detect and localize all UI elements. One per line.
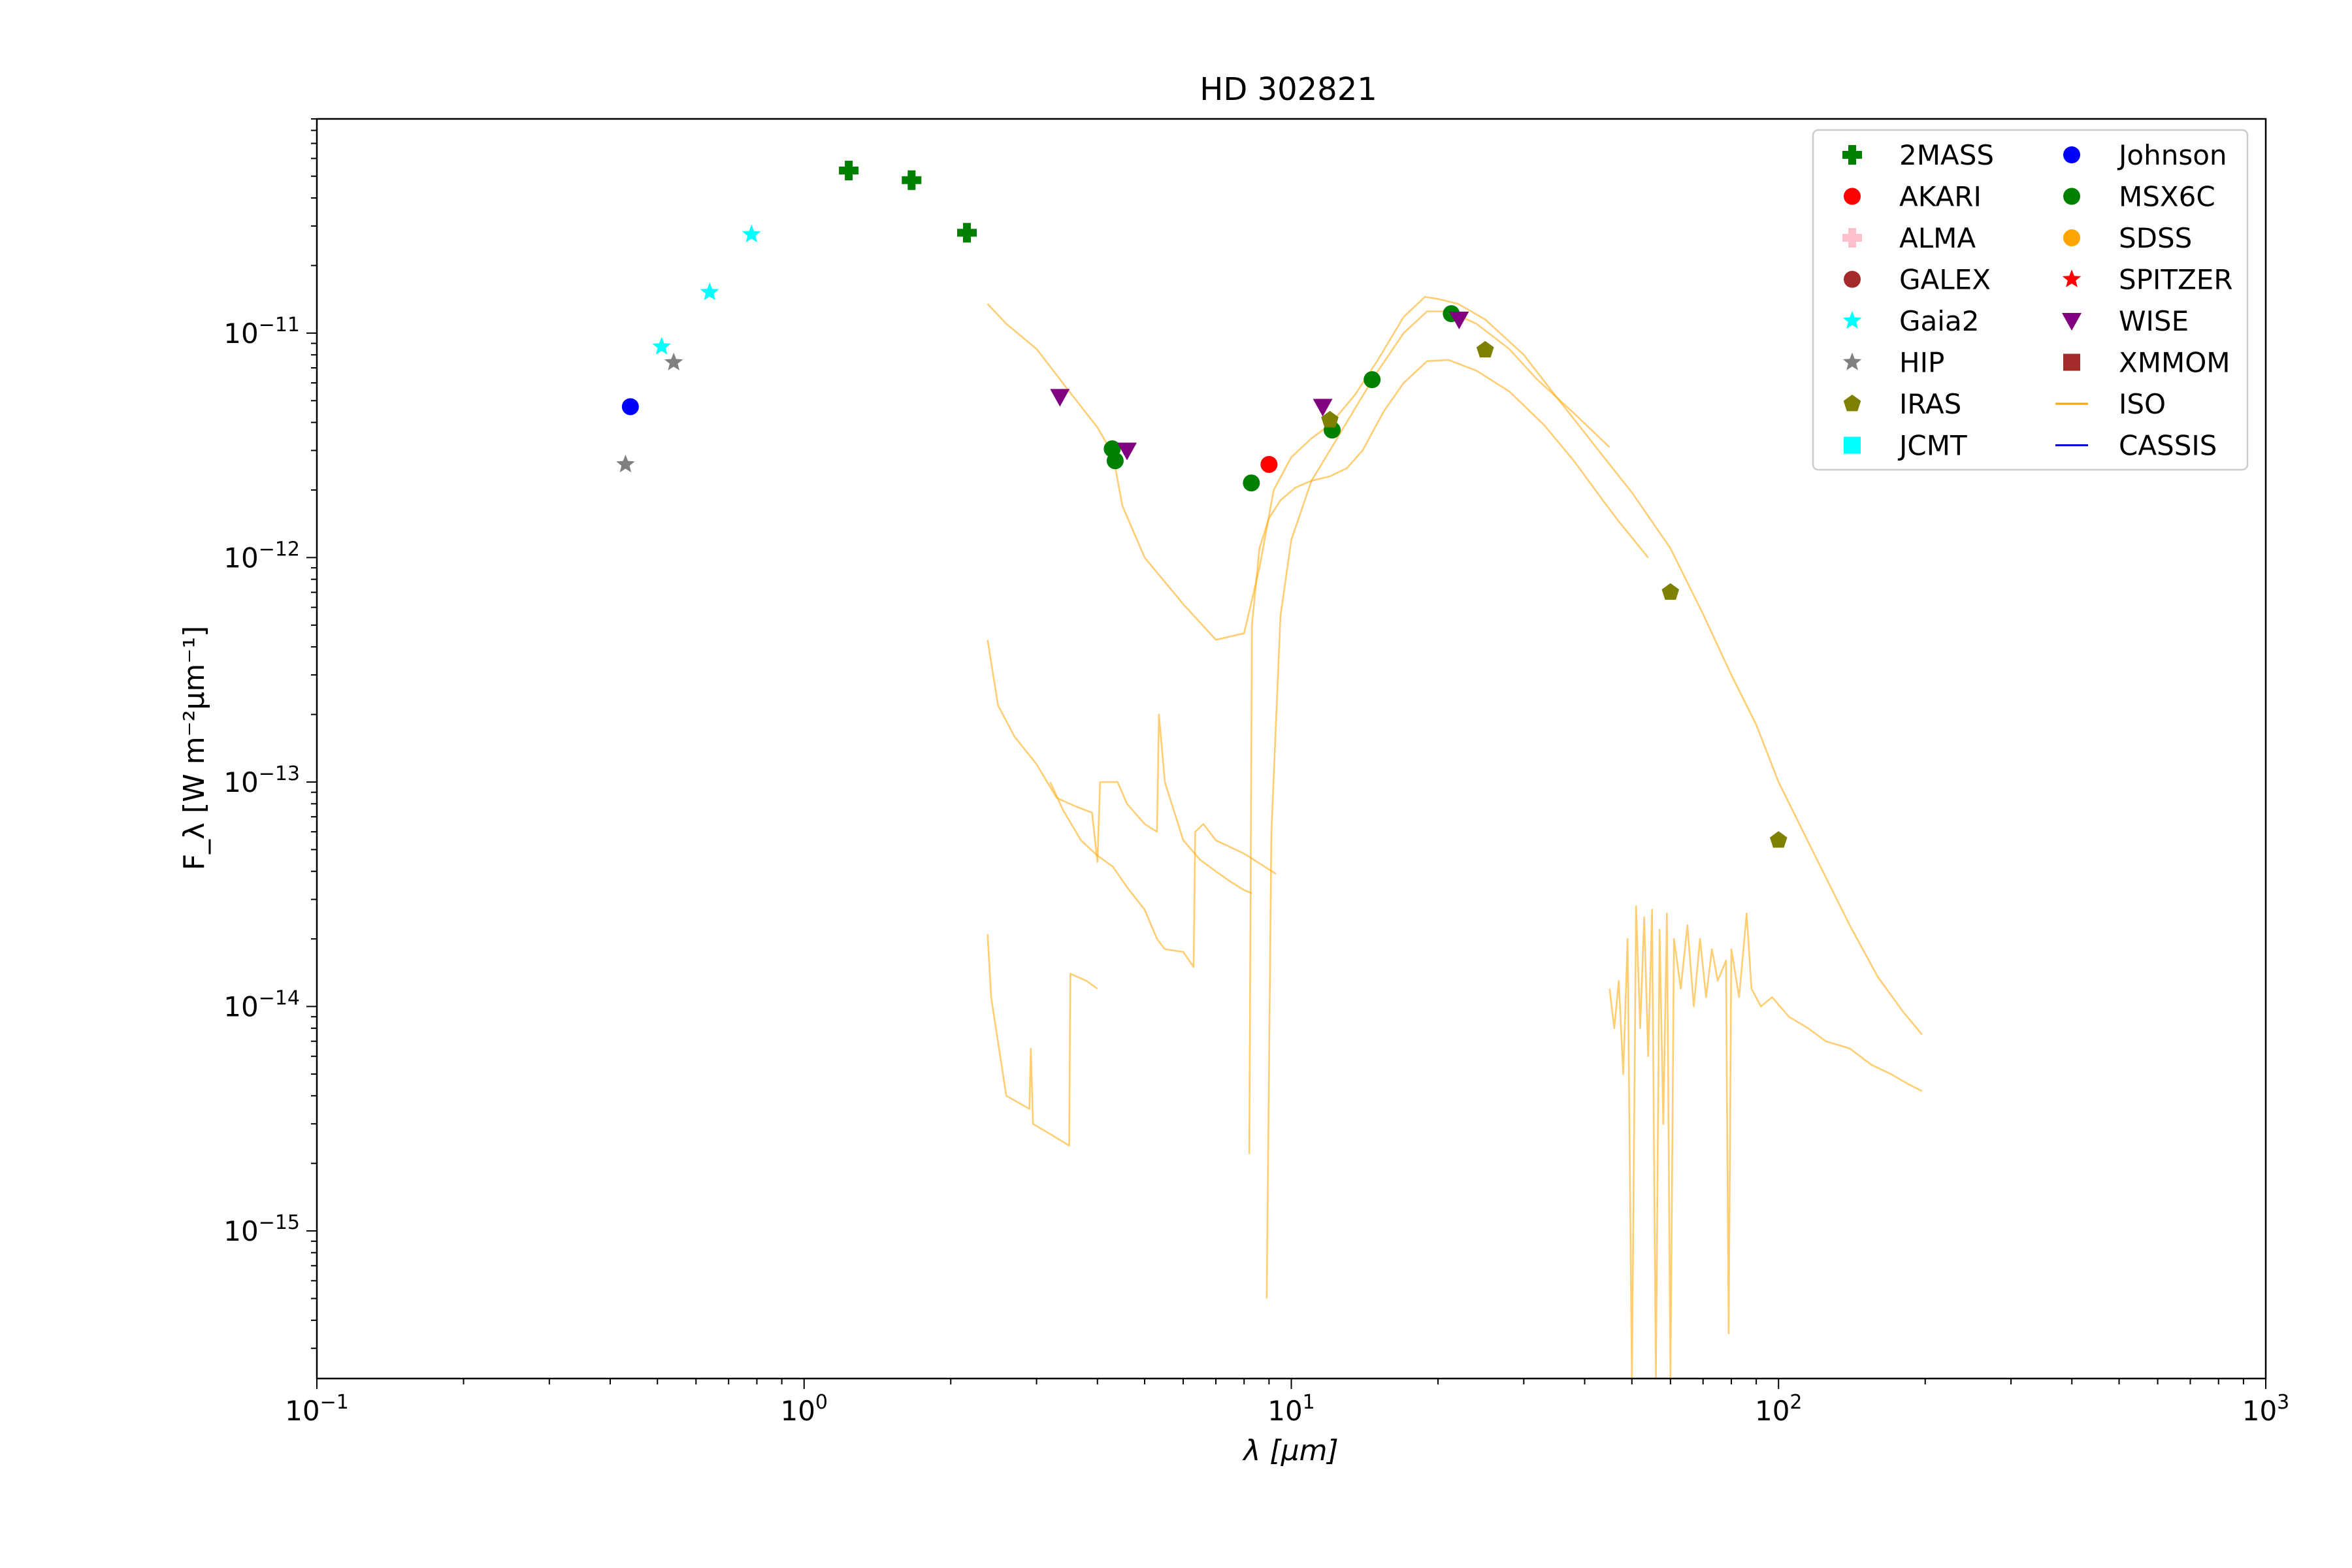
legend-label-cassis: CASSIS — [2119, 430, 2217, 462]
iso-spectrum-7 — [1609, 905, 1923, 1379]
iso-spectrum-4 — [987, 640, 1252, 894]
legend-label-alma: ALMA — [1899, 222, 1976, 254]
point-gaia2-2 — [700, 282, 719, 301]
point-2mass-3 — [957, 223, 977, 243]
x-tick-label: 10−1 — [285, 1391, 349, 1427]
legend-marker-jcmt — [1844, 436, 1861, 454]
legend-marker-spitzer — [2062, 269, 2082, 287]
legend-label-msx6c: MSX6C — [2119, 181, 2215, 213]
legend-label-2mass: 2MASS — [1899, 139, 1994, 171]
legend-label-iras: IRAS — [1899, 388, 1961, 420]
legend-label-iso: ISO — [2119, 388, 2166, 420]
y-tick-label: 10−14 — [223, 987, 300, 1023]
point-2mass-1 — [839, 161, 859, 181]
point-iras-1 — [1321, 410, 1339, 428]
legend-marker-sdss — [2063, 229, 2080, 246]
point-wise-3 — [1313, 399, 1333, 417]
y-tick-label: 10−11 — [223, 314, 300, 350]
x-tick-label: 101 — [1267, 1391, 1315, 1427]
iso-spectrum-6 — [987, 934, 1098, 1147]
point-hip-1 — [616, 454, 635, 472]
axis-ticks: 10−1 100 101 102 103 10−15 10−14 10−13 10−12 10−1… — [223, 118, 2290, 1427]
iso-spectrum-1 — [987, 296, 1923, 1036]
legend: 2MASS Johnson AKARI MSX6C ALMA SDSS GALEX SPITZ… — [1812, 129, 2249, 471]
legend-box — [1812, 129, 2249, 471]
legend-marker-johnson — [2063, 146, 2080, 163]
legend-label-gaia2: Gaia2 — [1899, 305, 1979, 337]
legend-label-wise: WISE — [2119, 305, 2189, 337]
photometry-points — [616, 161, 1788, 848]
iso-spectra — [987, 296, 1923, 1379]
point-hip-2 — [664, 352, 683, 370]
legend-label-xmmom: XMMOM — [2119, 347, 2230, 379]
legend-marker-akari — [1844, 188, 1861, 205]
legend-label-hip: HIP — [1899, 347, 1944, 379]
point-johnson-1 — [621, 398, 639, 416]
y-axis-label: F_λ [W m⁻²μm⁻¹] — [178, 626, 211, 871]
point-msx6c-3 — [1243, 474, 1260, 492]
x-tick-label: 102 — [1755, 1391, 1803, 1427]
point-wise-2 — [1117, 442, 1137, 461]
y-tick-label: 10−13 — [223, 762, 300, 798]
legend-label-sdss: SDSS — [2119, 222, 2192, 254]
point-2mass-2 — [902, 170, 922, 190]
legend-marker-msx6c — [2063, 188, 2080, 205]
iso-spectrum-3 — [1248, 359, 1649, 1154]
x-tick-label: 103 — [2242, 1391, 2290, 1427]
legend-marker-gaia2 — [1842, 311, 1862, 329]
point-wise-4 — [1449, 311, 1469, 329]
point-gaia2-1 — [652, 336, 671, 355]
legend-label-galex: GALEX — [1899, 264, 1991, 296]
legend-marker-iras — [1843, 395, 1861, 412]
iso-spectrum-2 — [1266, 310, 1610, 1299]
point-msx6c-2 — [1106, 452, 1124, 470]
point-wise-1 — [1050, 389, 1070, 407]
point-akari-1 — [1260, 455, 1278, 473]
legend-label-johnson: Johnson — [2117, 139, 2227, 171]
point-iras-3 — [1661, 583, 1680, 600]
x-axis-label: λ [μm] — [1242, 1434, 1338, 1467]
legend-marker-alma — [1842, 228, 1862, 248]
legend-marker-hip — [1842, 352, 1862, 370]
legend-label-jcmt: JCMT — [1897, 430, 1967, 462]
point-iras-2 — [1476, 340, 1494, 358]
point-iras-4 — [1769, 831, 1788, 848]
x-tick-label: 100 — [780, 1391, 828, 1427]
y-tick-label: 10−12 — [223, 538, 300, 574]
legend-marker-xmmom — [2063, 353, 2080, 371]
point-msx6c-5 — [1364, 371, 1381, 389]
iso-spectrum-5 — [1049, 781, 1277, 968]
plot-area-frame — [316, 118, 2267, 1380]
legend-label-akari: AKARI — [1899, 181, 1982, 213]
legend-label-spitzer: SPITZER — [2119, 264, 2233, 296]
y-tick-label: 10−15 — [223, 1211, 300, 1247]
legend-marker-galex — [1844, 270, 1861, 288]
point-gaia2-3 — [742, 224, 761, 243]
legend-marker-wise — [2062, 313, 2082, 331]
chart-title: HD 302821 — [1200, 71, 1377, 108]
legend-marker-2mass — [1842, 145, 1862, 165]
